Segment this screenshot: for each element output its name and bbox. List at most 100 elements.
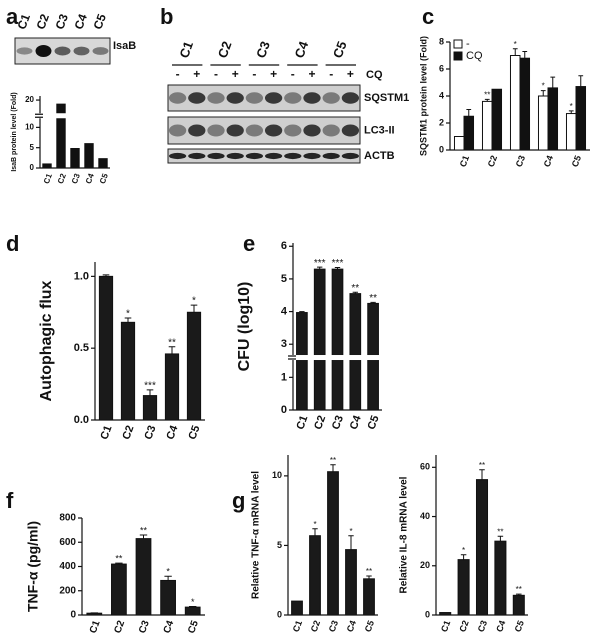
y-axis-label: CFU (log10) [236,282,253,372]
treatment-sign: + [308,67,315,81]
x-tick-label: C4 [348,413,364,431]
y-axis-label: Relative TNF-α mRNA level [251,471,262,599]
y-tick-label: 4 [439,90,444,100]
treatment-sign: - [252,67,256,81]
error-bar [366,575,372,579]
legend-swatch [453,39,463,49]
y-tick-label: 0.5 [74,342,89,354]
y-axis-label: Relative IL-8 mRNA level [399,476,410,593]
y-tick-label: 20 [420,560,430,570]
significance: ** [168,337,176,348]
panel-letter: g [232,488,245,513]
error-bar [146,389,154,396]
band [264,152,283,160]
y-tick-label: 5 [277,540,282,550]
bar [439,612,452,616]
significance: ** [484,90,490,99]
error-bar [484,98,490,102]
band [168,152,187,160]
lane-label: C4 [72,12,91,32]
lane-label: C3 [253,39,273,60]
x-tick-label: C2 [120,424,136,441]
error-bar [460,554,467,560]
significance: * [192,296,196,307]
treatment-sign: + [347,67,354,81]
x-tick-label: C1 [88,619,103,635]
x-tick-label: C5 [363,619,376,633]
band [188,92,206,104]
error-bar [512,48,518,56]
row-label: LC3-II [364,124,395,136]
band [168,124,187,137]
lane-label: C1 [15,12,34,32]
legend-label: - [466,38,470,50]
error-bar [190,304,198,313]
bar [331,268,344,411]
significance: ** [351,283,359,294]
bar [327,471,339,616]
x-tick-label: C5 [186,424,202,441]
error-bar [168,346,176,354]
treatment-label: CQ [366,69,383,81]
bar [509,55,521,151]
y-tick-label: 3 [281,338,287,350]
error-bar [352,291,358,294]
y-tick-label: 0.0 [74,414,89,426]
panel-letter: e [243,231,255,256]
bar [164,353,180,421]
significance: * [126,309,130,320]
x-tick-label: C5 [513,619,526,633]
bar [475,479,489,616]
bar [296,312,308,411]
y-axis-label: IsaB protein level (Fold) [11,92,18,171]
error-bar [348,535,354,550]
bar [84,143,94,169]
y-tick-label: 4 [281,305,288,317]
band [322,124,340,137]
y-tick-label: 5 [281,273,287,285]
treatment-sign: - [329,67,333,81]
significance: ** [140,525,148,535]
bar [160,579,176,616]
bar [453,136,465,151]
x-tick-label: C5 [98,172,110,185]
band [284,92,302,104]
bar [70,148,80,169]
bar [120,321,136,421]
bar [313,268,326,411]
y-tick-label: 400 [59,561,76,572]
bar [349,293,362,411]
x-tick-label: C3 [327,619,340,633]
y-tick-label: 0 [425,609,430,619]
x-tick-label: C2 [112,619,127,635]
band [322,152,340,160]
bar [494,540,507,616]
significance: ** [497,527,503,536]
significance: *** [332,258,344,269]
x-tick-label: C4 [494,619,507,633]
significance: *** [314,258,326,269]
significance: * [514,40,517,49]
significance: * [191,597,195,607]
lane-label: C5 [91,12,110,32]
y-tick-label: 0 [277,609,282,619]
band [245,124,264,137]
y-tick-label: 0 [439,144,444,154]
x-tick-label: C2 [457,619,470,633]
bar [537,95,549,151]
significance: ** [366,567,372,576]
significance: *** [144,380,156,391]
y-tick-label: 60 [420,462,430,472]
x-tick-label: C4 [84,172,96,185]
bar [457,559,470,616]
band [284,124,302,137]
error-bar [124,317,132,323]
error-bar [568,110,574,114]
band [207,152,225,160]
band [264,124,283,137]
error-bar [115,562,123,565]
x-tick-label: C5 [570,154,583,168]
bar [309,535,321,616]
x-tick-label: C4 [162,619,177,635]
significance: ** [516,585,522,594]
